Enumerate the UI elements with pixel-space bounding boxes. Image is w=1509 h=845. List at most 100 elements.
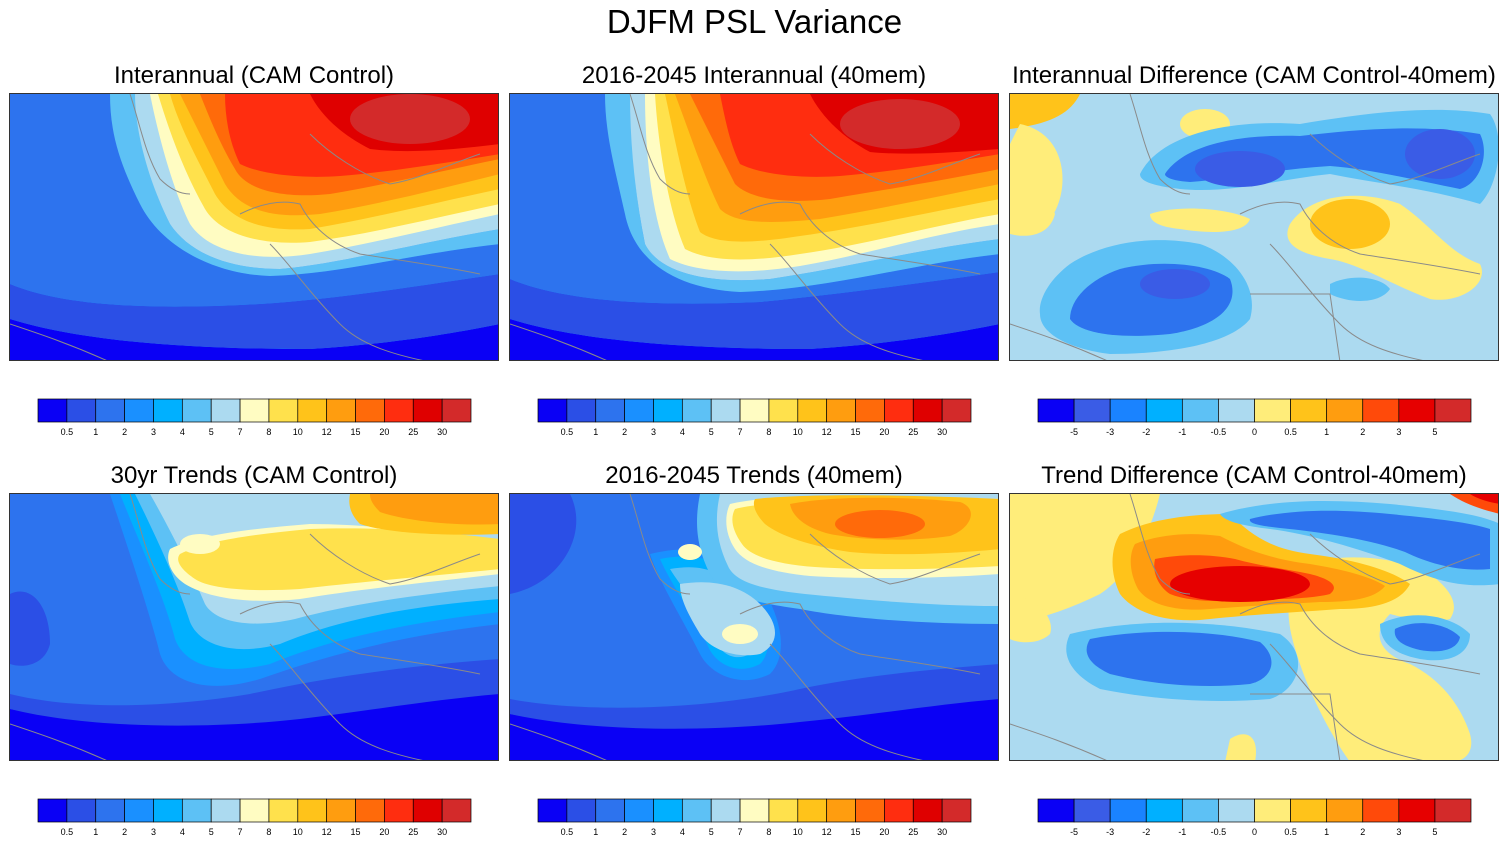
colorbar-swatch [153, 798, 183, 823]
colorbar-swatch [826, 798, 856, 823]
colorbar-swatch [412, 798, 443, 823]
colorbar-tick-label: 2 [1360, 827, 1365, 837]
colorbar-tick-label: 5 [1432, 427, 1437, 437]
colorbar-swatch [1434, 398, 1472, 423]
panel-title-6: Trend Difference (CAM Control-40mem) [1041, 462, 1467, 489]
colorbar-tick-label: 20 [379, 427, 389, 437]
panel-title-5: 2016-2045 Trends (40mem) [605, 462, 903, 489]
colorbar-swatch [326, 398, 356, 423]
colorbar-swatch [595, 798, 625, 823]
colorbar-tick-label: 8 [266, 827, 271, 837]
map-panel-1 [9, 93, 499, 361]
colorbar-tick-label: 10 [793, 827, 803, 837]
colorbar-tick-label: 15 [851, 827, 861, 837]
colorbar-swatch [1434, 798, 1472, 823]
colorbar-swatch [239, 798, 270, 823]
colorbar-swatch [884, 798, 914, 823]
colorbar-swatch [1037, 398, 1075, 423]
colorbar-swatch [37, 398, 68, 423]
colorbar-tick-label: 7 [238, 427, 243, 437]
colorbar-tick-label: 4 [180, 427, 185, 437]
colorbar-tick-label: 30 [937, 827, 947, 837]
colorbar-tick-label: 1 [93, 827, 98, 837]
colorbar-tick-label: 5 [209, 827, 214, 837]
colorbar-swatch [1398, 798, 1436, 823]
colorbar-tick-label: 20 [379, 827, 389, 837]
colorbar-swatch [1254, 398, 1291, 423]
colorbar-tick-label: 8 [766, 827, 771, 837]
colorbar-tick-label: 3 [651, 827, 656, 837]
colorbar-3: -5 -3 -2 -1 -0.5 0 0.5 1 2 3 5 [1037, 398, 1472, 442]
figure-title: DJFM PSL Variance [606, 3, 903, 40]
colorbar-swatch [384, 798, 414, 823]
colorbar-tick-label: 5 [209, 427, 214, 437]
colorbar-swatch [1109, 798, 1147, 823]
colorbar-swatch [1398, 398, 1436, 423]
colorbar-swatch [1326, 398, 1364, 423]
colorbar-tick-label: 7 [238, 827, 243, 837]
colorbar-tick-label: 1 [1324, 427, 1329, 437]
colorbar-swatch [912, 798, 943, 823]
colorbar-tick-label: -3 [1106, 827, 1114, 837]
colorbar-swatch [681, 398, 712, 423]
colorbar-swatch [739, 398, 770, 423]
colorbar-tick-label: 3 [1396, 427, 1401, 437]
colorbar-tick-label: 10 [293, 827, 303, 837]
colorbar-tick-label: 3 [1396, 827, 1401, 837]
colorbar-tick-label: 12 [822, 827, 832, 837]
map-panel-4 [9, 493, 499, 761]
colorbar-swatch [855, 398, 885, 423]
colorbar-tick-label: 15 [351, 427, 361, 437]
colorbar-tick-label: 25 [908, 827, 918, 837]
colorbar-tick-label: 0.5 [1284, 427, 1297, 437]
colorbar-swatch [912, 398, 943, 423]
colorbar-tick-label: 2 [122, 427, 127, 437]
colorbar-tick-label: 8 [266, 427, 271, 437]
colorbar-tick-label: 15 [351, 827, 361, 837]
colorbar-swatch [1218, 798, 1255, 823]
colorbar-swatch [941, 398, 972, 423]
colorbar-tick-label: -5 [1070, 827, 1078, 837]
colorbar-tick-label: 1 [593, 827, 598, 837]
colorbar-tick-label: 0.5 [1284, 827, 1297, 837]
colorbar-tick-label: 20 [879, 427, 889, 437]
colorbar-tick-label: 25 [408, 827, 418, 837]
colorbar-tick-label: 30 [437, 427, 447, 437]
colorbar-swatch [181, 398, 212, 423]
colorbar-tick-label: 0.5 [561, 427, 574, 437]
colorbar-swatch [624, 798, 654, 823]
colorbar-6: -5 -3 -2 -1 -0.5 0 0.5 1 2 3 5 [1037, 798, 1472, 842]
colorbar-tick-label: 15 [851, 427, 861, 437]
colorbar-swatch [384, 398, 414, 423]
colorbar-tick-label: 30 [437, 827, 447, 837]
colorbar-5: 0.5 1 2 3 4 5 7 8 10 12 15 20 25 30 [537, 798, 972, 842]
colorbar-tick-label: -2 [1142, 827, 1150, 837]
colorbar-tick-label: 3 [151, 427, 156, 437]
colorbar-swatch [37, 798, 68, 823]
colorbar-swatch [826, 398, 856, 423]
colorbar-swatch [566, 398, 597, 423]
colorbar-tick-label: 1 [593, 427, 598, 437]
colorbar-swatch [297, 798, 328, 823]
colorbar-tick-label: -0.5 [1211, 427, 1227, 437]
colorbar-swatch [441, 398, 472, 423]
colorbar-swatch [181, 798, 212, 823]
map-panel-6 [1009, 493, 1499, 761]
colorbar-tick-label: 12 [322, 427, 332, 437]
colorbar-tick-label: 25 [408, 427, 418, 437]
colorbar-swatch [268, 798, 299, 823]
colorbar-swatch [1181, 398, 1219, 423]
map-panel-3 [1009, 93, 1499, 361]
colorbar-tick-label: 12 [822, 427, 832, 437]
colorbar-swatch [239, 398, 270, 423]
colorbar-swatch [412, 398, 443, 423]
colorbar-swatch [941, 798, 972, 823]
colorbar-tick-label: 7 [738, 827, 743, 837]
colorbar-swatch [739, 798, 770, 823]
colorbar-swatch [66, 798, 97, 823]
colorbar-swatch [768, 798, 799, 823]
colorbar-tick-label: 4 [180, 827, 185, 837]
colorbar-swatch [797, 398, 828, 423]
colorbar-tick-label: -5 [1070, 427, 1078, 437]
colorbar-swatch [624, 398, 654, 423]
